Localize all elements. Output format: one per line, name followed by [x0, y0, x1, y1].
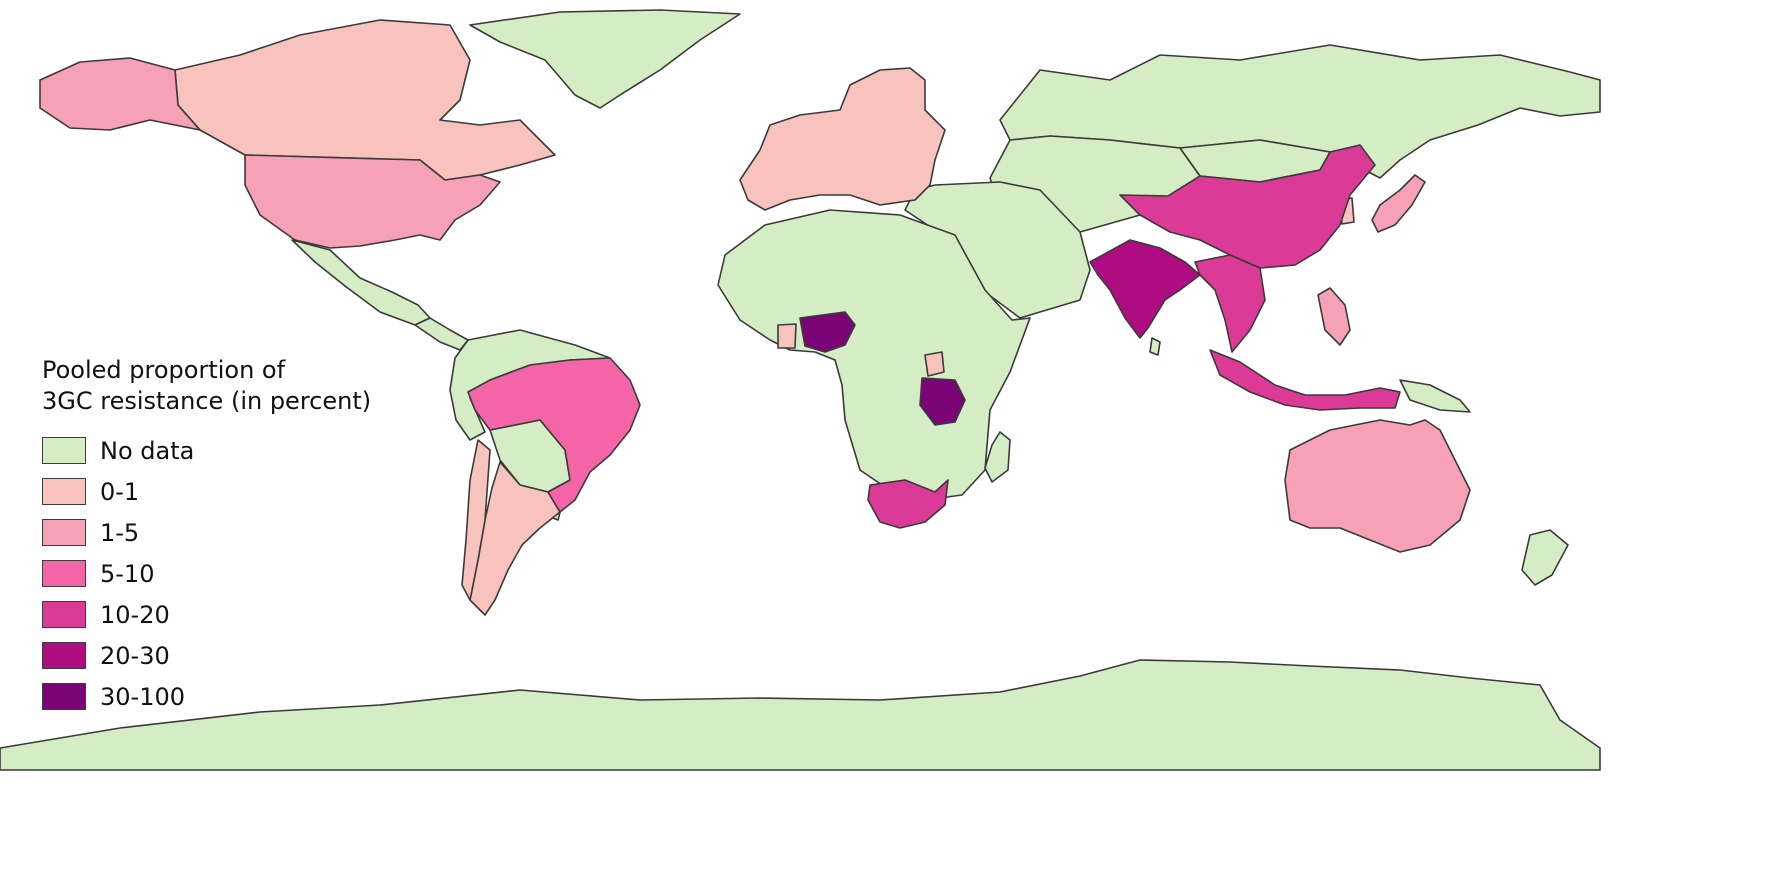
region-canada	[174, 19, 556, 181]
legend-item-no-data: No data	[42, 430, 442, 471]
legend-swatch	[42, 437, 86, 464]
region-central-america	[414, 317, 469, 351]
region-philippines	[1317, 287, 1351, 346]
region-brazil	[467, 357, 641, 513]
region-madagascar	[984, 431, 1011, 483]
legend-label: 10-20	[100, 600, 170, 629]
legend-item-0-1: 0-1	[42, 471, 442, 512]
legend-label: 20-30	[100, 641, 170, 670]
legend-item-30-100: 30-100	[42, 676, 442, 717]
region-tanzania	[919, 377, 966, 426]
region-nigeria	[799, 311, 856, 353]
legend-items: No data 0-1 1-5 5-10 10-20 20-30 30-100	[42, 430, 442, 717]
legend-item-5-10: 5-10	[42, 553, 442, 594]
legend-label: 30-100	[100, 682, 186, 711]
legend-title: Pooled proportion of 3GC resistance (in …	[42, 355, 442, 417]
region-europe	[739, 67, 946, 211]
legend-swatch	[42, 642, 86, 669]
legend-item-10-20: 10-20	[42, 594, 442, 635]
region-india	[1089, 239, 1201, 339]
region-sri-lanka	[1149, 337, 1161, 356]
region-mexico	[291, 239, 431, 326]
legend-title-line-2: 3GC resistance (in percent)	[42, 387, 372, 415]
legend-label: 1-5	[100, 518, 140, 547]
region-new-zealand	[1521, 529, 1569, 586]
legend-item-20-30: 20-30	[42, 635, 442, 676]
legend-label: 0-1	[100, 477, 140, 506]
legend-item-1-5: 1-5	[42, 512, 442, 553]
legend-swatch	[42, 601, 86, 628]
region-greenland	[469, 9, 741, 109]
region-japan	[1371, 174, 1426, 233]
region-uganda	[924, 351, 945, 377]
region-southeast-asia	[1194, 254, 1266, 353]
legend-label: No data	[100, 436, 195, 465]
region-united-states	[244, 154, 501, 249]
map-legend: Pooled proportion of 3GC resistance (in …	[42, 355, 442, 717]
region-south-africa	[867, 479, 949, 529]
region-chile	[461, 439, 491, 601]
legend-title-line-1: Pooled proportion of	[42, 356, 286, 384]
legend-label: 5-10	[100, 559, 155, 588]
legend-swatch	[42, 478, 86, 505]
region-indonesia	[1209, 349, 1401, 411]
region-middle-east	[904, 181, 1091, 319]
legend-swatch	[42, 560, 86, 587]
region-china	[1119, 144, 1376, 269]
region-antarctica	[0, 659, 1601, 771]
region-papua-new-guinea	[1399, 379, 1471, 413]
legend-swatch	[42, 519, 86, 546]
legend-swatch	[42, 683, 86, 710]
region-australia	[1284, 419, 1471, 553]
region-alaska	[39, 57, 201, 131]
region-ghana	[777, 323, 797, 349]
